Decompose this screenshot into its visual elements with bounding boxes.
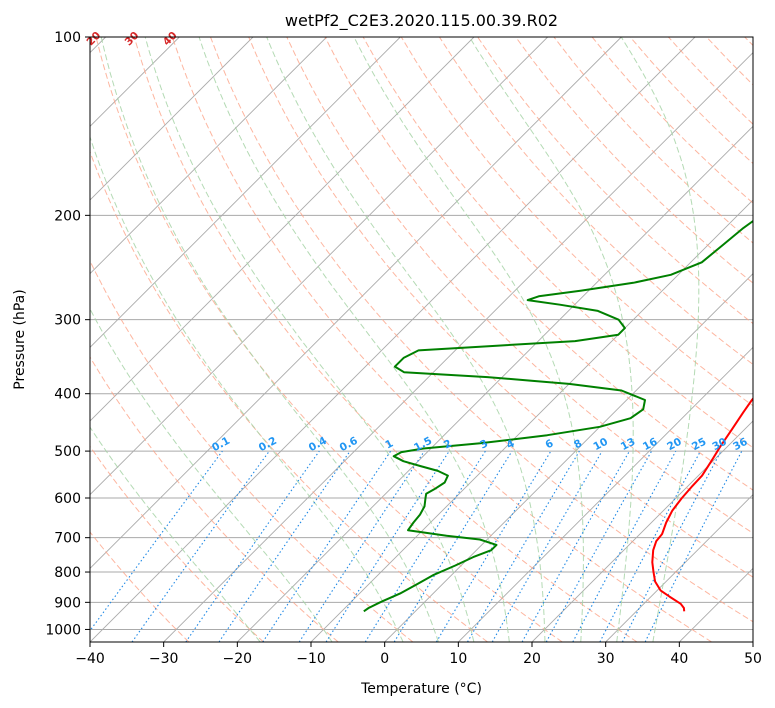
y-tick-label: 600	[54, 491, 81, 507]
y-axis: 100 200 300 400 500 600 700 800 900 1000	[45, 30, 90, 638]
isotherm-line	[90, 37, 696, 642]
dry-adiabat-label: 40	[161, 29, 180, 48]
moist-adiabat-line	[620, 37, 700, 642]
dry-adiabat-line	[90, 531, 190, 642]
mixing-ratio-line	[599, 450, 701, 642]
mixing-ratio-line	[218, 450, 351, 642]
temperature-profile	[651, 397, 753, 612]
dry-adiabat-label: 20	[84, 29, 103, 48]
dewpoint-profile	[363, 219, 753, 613]
mixing-ratio-line	[644, 450, 743, 642]
y-tick-label: 400	[54, 387, 81, 403]
dry-adiabat-line	[286, 37, 753, 534]
moist-adiabat-line	[90, 308, 333, 642]
isotherm-line	[458, 346, 753, 642]
isotherm-line	[90, 37, 548, 496]
dry-adiabat-line	[90, 259, 414, 642]
dry-adiabat-line	[90, 356, 339, 642]
mixing-ratio-line	[572, 450, 677, 642]
isotherm-line	[90, 37, 622, 569]
dry-adiabat-line	[248, 37, 753, 578]
mixing-ratio-line	[521, 450, 630, 642]
moist-adiabat-line	[90, 426, 261, 642]
moist-adiabat-line	[100, 37, 439, 642]
dry-adiabat-line	[90, 445, 264, 642]
dry-adiabat-line	[95, 37, 563, 642]
isotherm-line	[679, 567, 753, 642]
moist-adiabat-line	[144, 37, 475, 642]
isotherm-line	[90, 37, 327, 275]
mixing-ratio-label: 25	[690, 436, 709, 453]
isotherm-line	[752, 641, 753, 642]
y-tick-label: 500	[54, 444, 81, 460]
x-tick-label: 0	[380, 651, 389, 667]
mixing-ratio-label: 10	[591, 436, 610, 453]
isotherm-line	[310, 199, 753, 642]
chart-title: wetPf2_C2E3.2020.115.00.39.R02	[285, 11, 558, 31]
dry-adiabat-line	[133, 37, 638, 642]
y-tick-label: 200	[54, 208, 81, 224]
moist-adiabat-line	[266, 37, 546, 642]
isotherm-line	[531, 420, 753, 642]
dry-adiabat-line	[515, 37, 753, 284]
y-tick-label: 900	[54, 595, 81, 611]
x-axis: −40 −30 −20 −10 0 10 20 30 40 50	[75, 642, 762, 667]
y-tick-label: 800	[54, 565, 81, 581]
mixing-ratio-label: 36	[731, 436, 750, 453]
y-axis-label: Pressure (hPa)	[12, 289, 28, 389]
moist-adiabat-line	[198, 37, 510, 642]
isotherm-line	[605, 494, 753, 642]
moist-adiabat-line	[90, 135, 404, 642]
x-tick-label: 50	[744, 651, 762, 667]
mixing-ratio-line	[545, 450, 653, 642]
dry-adiabat-line	[668, 37, 753, 125]
moist-adiabat-line	[469, 37, 634, 642]
mixing-ratio-line	[325, 450, 450, 642]
mixing-ratio-label: 6	[543, 437, 555, 451]
mixing-ratio-line	[262, 450, 392, 642]
x-tick-label: −40	[75, 651, 105, 667]
x-tick-label: −10	[296, 651, 326, 667]
y-tick-label: 100	[54, 30, 81, 46]
dry-adiabat-line	[210, 37, 753, 623]
mixing-ratio-label: 16	[641, 436, 660, 453]
mixing-ratio-line	[298, 450, 425, 642]
y-tick-label: 1000	[45, 622, 81, 638]
isotherm-line	[90, 37, 401, 348]
background-lines	[90, 37, 753, 642]
sounding-profiles	[363, 219, 753, 613]
x-tick-label: −30	[149, 651, 179, 667]
dry-adiabat-line	[591, 37, 753, 204]
y-tick-label: 300	[54, 313, 81, 329]
isotherm-line	[163, 52, 753, 642]
dry-adiabat-line	[706, 37, 753, 86]
x-tick-label: 40	[670, 651, 688, 667]
dry-adiabat-line	[744, 37, 753, 47]
isotherm-line	[237, 125, 753, 642]
dry-adiabat-line	[438, 37, 753, 366]
y-tick-label: 700	[54, 531, 81, 547]
mixing-ratio-line	[131, 450, 270, 642]
dry-adiabat-line	[90, 150, 488, 642]
isotherm-line	[90, 37, 475, 422]
x-tick-label: 30	[597, 651, 615, 667]
mixing-ratio-label: 13	[619, 436, 638, 453]
mixing-ratio-line	[90, 450, 223, 632]
x-tick-label: 10	[449, 651, 467, 667]
mixing-ratio-label: 3	[478, 437, 490, 451]
x-tick-label: 20	[523, 651, 541, 667]
x-tick-label: −20	[223, 651, 253, 667]
mixing-ratio-line	[393, 450, 513, 642]
dry-adiabat-line	[477, 37, 753, 325]
x-axis-label: Temperature (°C)	[360, 681, 482, 697]
dry-adiabat-line	[171, 37, 712, 642]
mixing-ratio-line	[185, 450, 320, 642]
dry-adiabat-line	[400, 37, 753, 407]
plot-frame	[89, 36, 754, 643]
mixing-ratio-label: 2	[442, 437, 454, 451]
dry-adiabat-label: 30	[123, 29, 142, 48]
isotherm-line	[90, 37, 254, 201]
moist-adiabat-line	[353, 37, 584, 642]
